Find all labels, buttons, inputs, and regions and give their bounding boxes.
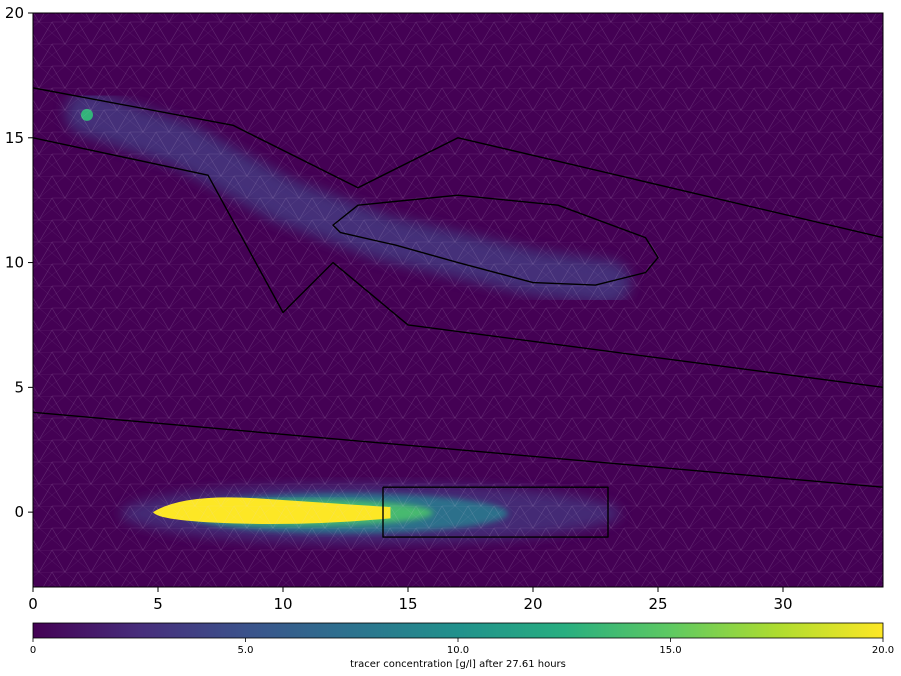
colorbar-gradient: [32, 622, 884, 639]
outline-lower-layer-boundary: [33, 411, 883, 488]
y-tick-label: 10: [5, 254, 24, 272]
plot-area: [33, 13, 883, 587]
x-axis: 0 5 10 15 20 25 30: [28, 587, 793, 613]
x-tick-label: 0: [28, 595, 38, 613]
colorbar-tick-label: 10.0: [447, 645, 469, 656]
y-axis: 0 5 10 15 20: [5, 4, 33, 521]
outline-observation-box: [382, 486, 609, 538]
x-tick-label: 15: [398, 595, 417, 613]
y-tick-label: 20: [5, 4, 24, 22]
x-tick-label: 10: [273, 595, 292, 613]
colorbar-ticks: 0 5.0 10.0 15.0 20.0: [30, 638, 894, 656]
colorbar-tick-label: 0: [30, 645, 36, 656]
y-tick-label: 5: [14, 378, 24, 396]
colorbar-label: tracer concentration [g/l] after 27.61 h…: [350, 659, 566, 670]
colorbar-tick-label: 20.0: [872, 645, 894, 656]
x-tick-label: 30: [773, 595, 792, 613]
y-tick-label: 15: [5, 129, 24, 147]
y-tick-label: 0: [14, 503, 24, 521]
colorbar-tick-label: 5.0: [238, 645, 254, 656]
mesh-overlay: [33, 13, 883, 587]
x-tick-label: 25: [648, 595, 667, 613]
colorbar: 0 5.0 10.0 15.0 20.0 tracer concentration [g…: [30, 622, 894, 670]
outline-channel-upper-boundary: [33, 87, 883, 239]
x-tick-label: 20: [523, 595, 542, 613]
colorbar-tick-label: 15.0: [659, 645, 681, 656]
x-tick-label: 5: [153, 595, 163, 613]
outline-island: [332, 194, 659, 286]
plot-frame: [32, 12, 884, 588]
outline-channel-lower-boundary: [33, 137, 883, 389]
outline-layer: [33, 87, 883, 538]
